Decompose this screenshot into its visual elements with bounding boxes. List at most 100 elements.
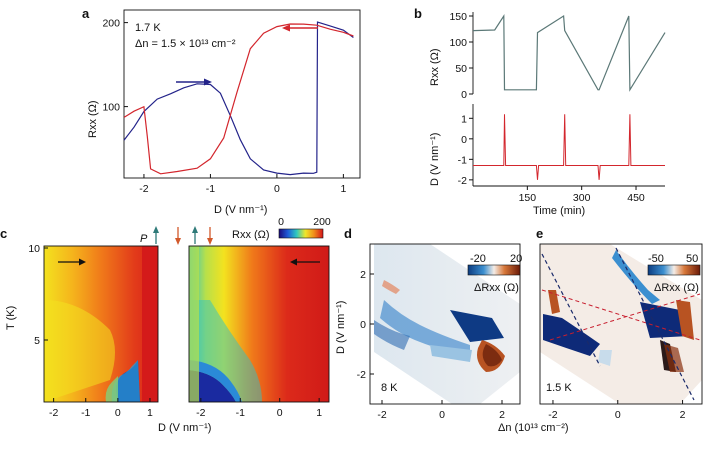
panel-a-ytick-label: 200 [102, 18, 120, 30]
panel-a: a 1.7 K Δn = 1.5 × 10¹³ cm⁻² 100 200 -2 -1… [82, 6, 361, 216]
panel-e-xlabel: Δn (10¹³ cm⁻²) [498, 422, 569, 434]
panel-c-left-xtick-label: 0 [115, 407, 121, 419]
panel-d-xtick-label: 0 [439, 409, 445, 421]
panel-b-bottom-ytick-label: 1 [461, 113, 467, 125]
panel-a-frame [123, 9, 361, 179]
panel-d-xtick-label: -2 [377, 409, 386, 421]
panel-c-right-xticks: -2 -1 0 1 [196, 398, 322, 419]
panel-b-xticks: 150 300 450 [519, 186, 645, 204]
panel-b-d-trace [473, 114, 665, 180]
panel-c-left-heatmap [44, 246, 158, 402]
panel-b-rxx-trace [472, 14, 666, 92]
panel-c: c P [0, 216, 331, 434]
panel-label-d: d [344, 226, 352, 241]
panel-e: e 1.5 K -50 50 ΔRxx (Ω) -2 0 2 Δn (10¹³ cm… [498, 226, 703, 434]
panel-a-temp: 1.7 K [135, 22, 161, 34]
panel-b-top-ytick-label: 0 [461, 89, 467, 101]
panel-c-colorbar-label: Rxx (Ω) [232, 229, 270, 241]
panel-c-colorbar [278, 228, 324, 239]
panel-b-top-yticks: 0 50 100 150 [449, 11, 473, 101]
panel-a-yticks: 100 200 [102, 18, 128, 114]
panel-c-left-arrow [58, 258, 86, 266]
panel-a-arrow-backward [282, 24, 318, 32]
panel-c-ylabel: T (K) [5, 306, 17, 330]
panel-b-top-ytick-label: 150 [449, 11, 467, 23]
panel-c-left-xticks: -2 -1 0 1 [49, 398, 153, 419]
panel-label-e: e [536, 226, 543, 241]
panel-b-xtick-label: 450 [627, 192, 645, 204]
panel-a-arrow-forward [176, 78, 212, 86]
panel-d-ytick-label: 2 [360, 269, 366, 281]
panel-b-bottom-yticks: 1 0 -1 -2 [458, 113, 473, 187]
panel-c-right-frame [188, 245, 330, 403]
panel-b-bottom-ylabel: D (V nm⁻¹) [429, 133, 441, 186]
panel-b-bottom-ytick-label: 0 [461, 134, 467, 146]
panel-a-ytick-label: 100 [102, 102, 120, 114]
panel-d-colorbar-max: 20 [510, 253, 522, 265]
panel-e-heatmap [540, 244, 702, 404]
panel-b: b 0 50 100 150 1 0 -1 -2 150 300 450 Rxx (Ω) D (… [414, 6, 666, 217]
panel-label-b: b [414, 6, 422, 21]
panel-c-right-heatmap [189, 246, 329, 402]
panel-c-right-xtick-label: -2 [196, 407, 205, 419]
panel-c-colorbar-max: 200 [313, 216, 331, 228]
panel-label-c: c [0, 226, 7, 241]
panel-a-density: Δn = 1.5 × 10¹³ cm⁻² [135, 38, 236, 50]
panel-a-forward-sweep-line [123, 21, 354, 176]
panel-c-left-frame [43, 245, 159, 403]
panel-c-right-xtick-label: 0 [277, 407, 283, 419]
panel-e-colorbar-label: ΔRxx (Ω) [654, 282, 699, 294]
panel-c-xlabel: D (V nm⁻¹) [158, 422, 211, 434]
panel-e-frame [539, 243, 703, 405]
panel-d-xtick-label: 2 [499, 409, 505, 421]
panel-d-colorbar-min: -20 [470, 253, 486, 265]
panel-d-ytick-label: 0 [360, 319, 366, 331]
panel-b-xtick-label: 150 [519, 192, 537, 204]
panel-d-ylabel: D (V nm⁻¹) [335, 301, 347, 354]
panel-d-colorbar [467, 264, 521, 276]
panel-a-xtick-label: -1 [206, 183, 215, 195]
panel-c-p-arrows [153, 226, 213, 245]
panel-c-right-xtick-label: -1 [236, 407, 245, 419]
panel-a-backward-sweep-line [123, 23, 354, 175]
panel-c-yticks: 10 5 [28, 243, 48, 347]
panel-c-p-label: P [140, 233, 148, 245]
panel-b-bottom-ytick-label: -1 [458, 154, 467, 166]
panel-a-xtick-label: -2 [139, 183, 148, 195]
panel-a-xticks: -2 -1 0 1 [139, 174, 346, 195]
panel-d: d 8 K -20 20 ΔRxx (Ω) 20-2 -2 0 2 D (V nm⁻… [335, 226, 522, 421]
panel-d-heatmap [374, 244, 520, 404]
panel-c-right-xtick-label: 1 [316, 407, 322, 419]
panel-c-colorbar-min: 0 [278, 216, 284, 228]
panel-a-xlabel: D (V nm⁻¹) [214, 204, 267, 216]
panel-b-xtick-label: 300 [573, 192, 591, 204]
panel-b-bottom-ytick-label: -2 [458, 175, 467, 187]
panel-b-xlabel: Time (min) [533, 205, 585, 217]
panel-d-colorbar-label: ΔRxx (Ω) [474, 282, 519, 294]
panel-e-xticks: -2 0 2 [548, 400, 686, 421]
panel-a-xtick-label: 0 [274, 183, 280, 195]
panel-e-xtick-label: 0 [615, 409, 621, 421]
panel-d-ytick-label: -2 [357, 369, 366, 381]
panel-b-top-ytick-label: 50 [455, 63, 467, 75]
panel-a-ylabel: Rxx (Ω) [87, 100, 99, 138]
panel-d-xticks: -2 0 2 [377, 400, 505, 421]
panel-e-temp: 1.5 K [546, 382, 572, 394]
panel-c-left-xtick-label: -2 [49, 407, 58, 419]
panel-e-guides [541, 247, 701, 401]
panel-e-colorbar-max: 50 [686, 253, 698, 265]
panel-d-yticks: 2 0 -2 [357, 269, 374, 381]
panel-label-a: a [82, 6, 90, 21]
panel-e-xtick-label: -2 [548, 409, 557, 421]
panel-e-colorbar [647, 264, 701, 276]
panel-a-xtick-label: 1 [340, 183, 346, 195]
panel-d-temp: 8 K [381, 382, 398, 394]
panel-c-left-xtick-label: -1 [81, 407, 90, 419]
panel-e-colorbar-min: -50 [648, 253, 664, 265]
panel-c-ytick-label: 5 [34, 335, 40, 347]
panel-e-xtick-label: 2 [680, 409, 686, 421]
panel-c-right-arrow [290, 258, 320, 266]
panel-c-left-xtick-label: 1 [147, 407, 153, 419]
panel-b-top-ytick-label: 100 [449, 37, 467, 49]
